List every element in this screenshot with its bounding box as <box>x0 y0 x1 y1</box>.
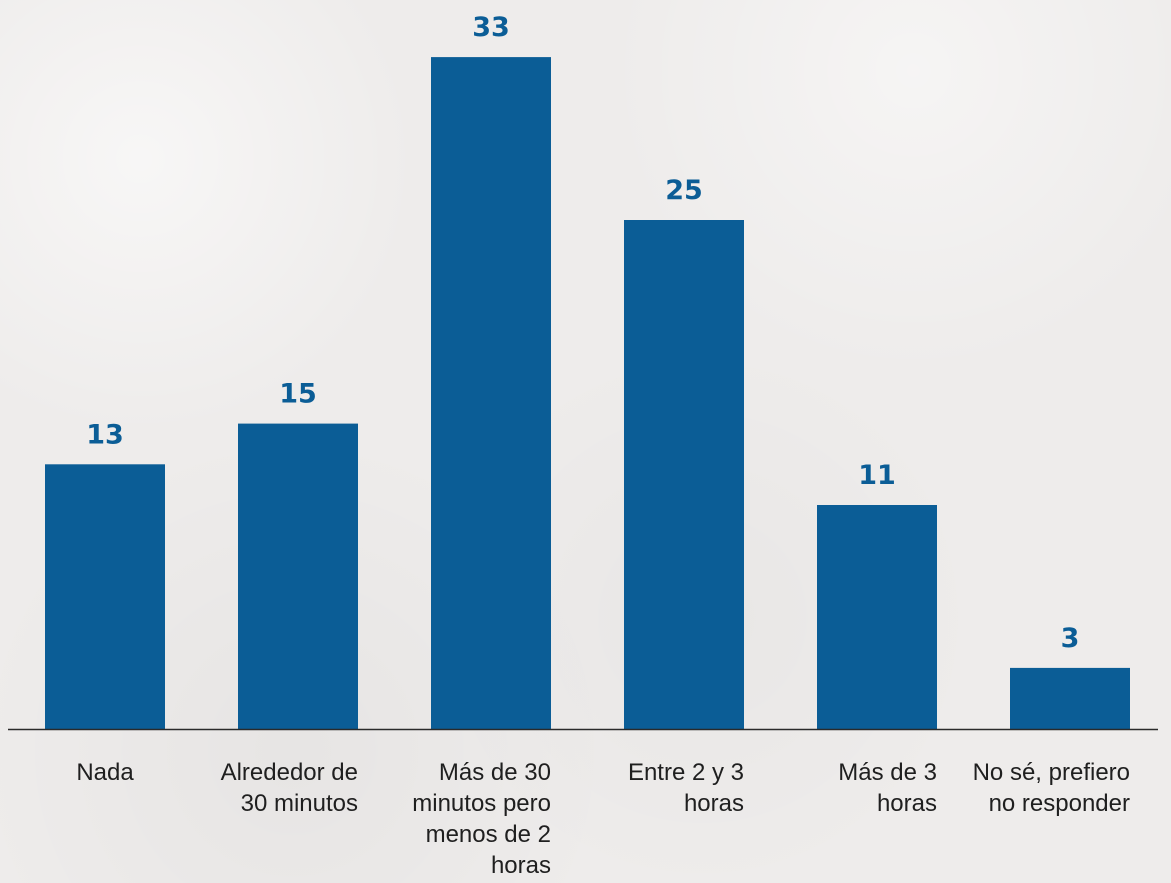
data-label: 15 <box>279 379 317 410</box>
bar <box>45 464 165 729</box>
category-label-line: menos de 2 <box>426 821 551 848</box>
category-label: Entre 2 y 3 horas <box>628 759 744 817</box>
category-label-line: 30 minutos <box>241 790 358 817</box>
bar <box>238 423 358 729</box>
category-label-line: no responder <box>989 790 1130 817</box>
category-labels-group: Nada Alrededor de 30 minutos Más de 30 minut… <box>76 759 1130 879</box>
data-label: 13 <box>86 419 124 450</box>
category-label: Nada <box>76 759 134 786</box>
category-label-line: Más de 3 <box>838 759 937 786</box>
data-label: 11 <box>858 460 896 491</box>
bar <box>624 220 744 729</box>
category-label-line: minutos pero <box>412 790 551 817</box>
data-label: 3 <box>1061 623 1080 654</box>
bar <box>431 57 551 730</box>
bar <box>1010 667 1130 729</box>
data-label: 25 <box>665 175 703 206</box>
category-label: Alrededor de 30 minutos <box>221 759 358 817</box>
category-label-line: Entre 2 y 3 <box>628 759 744 786</box>
category-label-line: horas <box>877 790 937 817</box>
category-label-line: Nada <box>76 759 134 786</box>
category-label-line: Más de 30 <box>439 759 551 786</box>
category-label-line: No sé, prefiero <box>973 759 1130 786</box>
category-label-line: Alrededor de <box>221 759 358 786</box>
category-label: Más de 30 minutos pero menos de 2 horas <box>412 759 551 879</box>
category-label: No sé, prefiero no responder <box>973 759 1130 817</box>
category-label-line: horas <box>684 790 744 817</box>
category-label: Más de 3 horas <box>838 759 937 817</box>
category-label-line: horas <box>491 852 551 879</box>
data-label: 33 <box>472 12 510 43</box>
bar <box>817 505 937 729</box>
value-labels-group: 13 15 33 25 11 3 <box>86 12 1079 654</box>
bars-group <box>45 57 1130 730</box>
